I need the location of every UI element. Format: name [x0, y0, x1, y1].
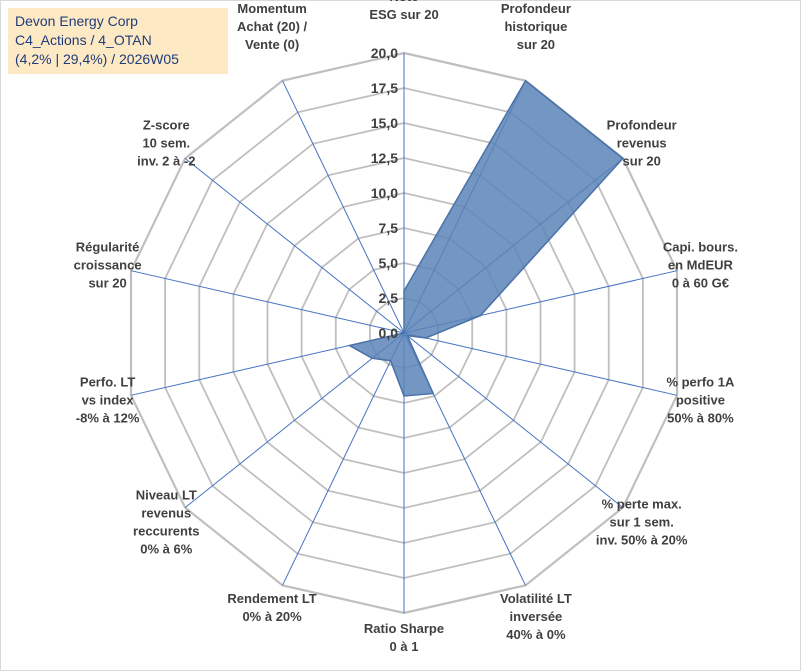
title-box: Devon Energy Corp C4_Actions / 4_OTAN (4…: [8, 8, 228, 74]
tick-label: 20,0: [371, 45, 398, 61]
category-label-line: Note: [390, 0, 419, 4]
category-label-line: vs index: [82, 393, 135, 408]
category-label-line: 0 à 1: [390, 639, 419, 654]
category-label: Capi. bours. en MdEUR 0 à 60 G€: [663, 239, 738, 290]
category-label-line: Perfo. LT: [80, 375, 135, 390]
category-label: Z-score 10 sem. inv. 2 à -2: [137, 118, 195, 169]
series: [347, 79, 624, 397]
category-label-line: 0% à 6%: [140, 542, 192, 557]
category-label: Profondeur historique sur 20: [501, 1, 571, 52]
category-label: Momentum Achat (20) / Vente (0): [237, 1, 307, 52]
category-label: Perfo. LT vs index -8% à 12%: [76, 375, 140, 426]
stats-line: (4,2% | 29,4%) / 2026W05: [15, 51, 179, 67]
data-point: [425, 337, 427, 339]
category-label: Rendement LT 0% à 20%: [227, 591, 316, 624]
data-point: [479, 315, 481, 317]
category-label-line: inversée: [510, 609, 563, 624]
category-label: Régularité croissance sur 20: [74, 239, 142, 290]
category-label-line: Vente (0): [245, 37, 299, 52]
data-point: [403, 395, 405, 397]
tick-labels: 0,0 2,5 5,0 7,5 10,0 12,5 15,0 17,5 20,0: [371, 45, 398, 341]
category-label: % perte max. sur 1 sem. inv. 50% à 20%: [596, 497, 688, 548]
category-label: Note ESG sur 20: [369, 0, 438, 22]
category-label-line: Momentum: [237, 1, 306, 16]
tick-label: 15,0: [371, 115, 398, 131]
category-label-line: Ratio Sharpe: [364, 621, 444, 636]
category-label-line: sur 20: [88, 275, 126, 290]
category-label-line: sur 1 sem.: [610, 515, 674, 530]
category-label-line: 10 sem.: [142, 136, 190, 151]
spoke-line: [184, 332, 405, 508]
category-label-line: 0 à 60 G€: [672, 275, 729, 290]
category-label-line: 40% à 0%: [506, 627, 566, 642]
category-label-line: Profondeur: [607, 118, 677, 133]
data-point: [390, 360, 392, 362]
category-label-line: 50% à 80%: [667, 411, 734, 426]
spoke-line: [282, 332, 405, 586]
spoke-line: [403, 332, 624, 508]
category-label: Niveau LT revenus reccurents 0% à 6%: [133, 488, 199, 557]
spoke-line: [130, 270, 405, 334]
data-point: [432, 392, 434, 395]
category-label-line: reccurents: [133, 524, 199, 539]
category-label-line: inv. 50% à 20%: [596, 533, 688, 548]
data-point: [348, 344, 350, 347]
portfolio-line: C4_Actions / 4_OTAN: [15, 32, 152, 48]
spoke-line: [282, 80, 405, 334]
category-label-line: Régularité: [76, 239, 140, 254]
category-labels: Note ESG sur 20 Profondeur historique sur 20…: [74, 0, 738, 654]
category-label: Volatilité LT inversée 40% à 0%: [500, 591, 572, 642]
data-point: [403, 290, 405, 292]
category-label-line: Z-score: [143, 118, 190, 133]
company-name: Devon Energy Corp: [15, 13, 138, 29]
category-label-line: inv. 2 à -2: [137, 154, 195, 169]
category-label-line: en MdEUR: [668, 257, 734, 272]
tick-label: 17,5: [371, 80, 398, 96]
tick-label: 12,5: [371, 150, 398, 166]
tick-label: 2,5: [379, 290, 399, 306]
category-label-line: historique: [504, 19, 567, 34]
category-label-line: % perte max.: [602, 497, 682, 512]
data-point: [524, 80, 527, 82]
category-label-line: Achat (20) /: [237, 19, 307, 34]
category-label-line: ESG sur 20: [369, 7, 438, 22]
data-point: [622, 157, 624, 159]
data-point: [403, 332, 405, 334]
category-label-line: % perfo 1A: [666, 375, 735, 390]
category-label: Profondeur revenus sur 20: [607, 118, 677, 169]
category-label-line: 0% à 20%: [242, 609, 302, 624]
category-label-line: revenus: [141, 506, 191, 521]
category-label: Ratio Sharpe 0 à 1: [364, 621, 444, 654]
data-point: [406, 335, 408, 337]
tick-label: 0,0: [379, 325, 399, 341]
category-label-line: Profondeur: [501, 1, 571, 16]
category-label: % perfo 1A positive 50% à 80%: [666, 375, 735, 426]
tick-label: 7,5: [379, 220, 399, 236]
data-point: [371, 357, 373, 359]
category-label-line: positive: [676, 393, 725, 408]
tick-label: 5,0: [379, 255, 399, 271]
category-label-line: Capi. bours.: [663, 239, 738, 254]
spoke-line: [403, 332, 678, 396]
category-label-line: sur 20: [517, 37, 555, 52]
category-label-line: revenus: [617, 136, 667, 151]
category-label-line: Volatilité LT: [500, 591, 572, 606]
category-label-line: -8% à 12%: [76, 411, 140, 426]
tick-label: 10,0: [371, 185, 398, 201]
category-label-line: sur 20: [623, 154, 661, 169]
category-label-line: croissance: [74, 257, 142, 272]
category-label-line: Niveau LT: [136, 488, 197, 503]
spoke-line: [184, 158, 405, 334]
category-label-line: Rendement LT: [227, 591, 316, 606]
